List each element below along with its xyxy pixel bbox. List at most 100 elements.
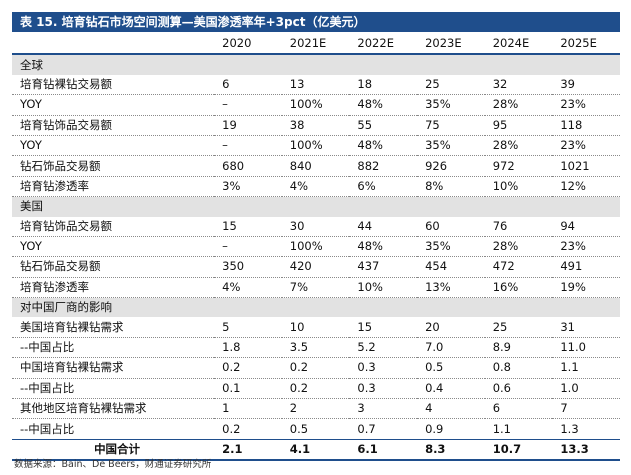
row-label: --中国占比 bbox=[12, 337, 215, 359]
value-cell: 12% bbox=[552, 176, 620, 198]
value-cell: 48% bbox=[349, 135, 418, 157]
value-cell: 0.6 bbox=[484, 378, 553, 400]
value-cell: 100% bbox=[281, 135, 350, 157]
table-row: --中国占比 0.1 0.2 0.3 0.4 0.6 1.0 bbox=[12, 378, 620, 400]
year-header: 2020 bbox=[214, 34, 282, 56]
value-cell: 44 bbox=[349, 216, 418, 237]
value-cell: 0.7 bbox=[349, 418, 418, 440]
value-cell: 13 bbox=[281, 74, 350, 96]
value-cell: 13% bbox=[417, 277, 485, 299]
section-row: 全球 bbox=[12, 54, 620, 75]
value-cell: 1.8 bbox=[214, 337, 282, 359]
year-header: 2022E bbox=[349, 34, 418, 56]
value-cell: 2.1 bbox=[214, 438, 282, 462]
value-cell: 350 bbox=[214, 256, 282, 278]
value-cell: 35% bbox=[417, 94, 485, 116]
value-cell: 0.2 bbox=[281, 357, 350, 379]
value-cell: 10% bbox=[349, 277, 418, 299]
value-cell: 31 bbox=[552, 317, 620, 338]
value-cell: 8.3 bbox=[417, 438, 485, 462]
value-cell: 19 bbox=[214, 115, 282, 136]
value-cell: 10% bbox=[484, 176, 553, 198]
value-cell: 0.2 bbox=[214, 357, 282, 379]
value-cell: 25 bbox=[484, 317, 553, 338]
value-cell: 23% bbox=[552, 135, 620, 157]
value-cell: 28% bbox=[484, 94, 553, 116]
value-cell: 0.5 bbox=[281, 418, 350, 440]
value-cell: 882 bbox=[349, 155, 418, 177]
value-cell: 20 bbox=[417, 317, 485, 338]
value-cell: 0.3 bbox=[349, 378, 418, 400]
value-cell: 7% bbox=[281, 277, 350, 299]
value-cell: 94 bbox=[552, 216, 620, 237]
value-cell: 7.0 bbox=[417, 337, 485, 359]
table-row: 培育钻渗透率 4% 7% 10% 13% 16% 19% bbox=[12, 277, 620, 299]
value-cell: 420 bbox=[281, 256, 350, 278]
value-cell: 0.8 bbox=[484, 357, 553, 379]
section-label: 美国 bbox=[12, 196, 620, 217]
value-cell: 1 bbox=[214, 398, 282, 420]
value-cell: 0.3 bbox=[349, 357, 418, 379]
header-label-cell bbox=[12, 34, 215, 56]
value-cell: – bbox=[214, 236, 282, 258]
row-label: 钻石饰品交易额 bbox=[12, 155, 215, 177]
value-cell: 4% bbox=[214, 277, 282, 299]
value-cell: 680 bbox=[214, 155, 282, 177]
value-cell: 6.1 bbox=[349, 438, 418, 462]
row-label: 培育钻裸钻交易额 bbox=[12, 74, 215, 96]
value-cell: 28% bbox=[484, 135, 553, 157]
value-cell: 6 bbox=[214, 74, 282, 96]
table-row: 钻石饰品交易额 350 420 437 454 472 491 bbox=[12, 256, 620, 278]
section-label: 对中国厂商的影响 bbox=[12, 297, 620, 318]
total-row: 中国合计 2.1 4.1 6.1 8.3 10.7 13.3 bbox=[12, 438, 620, 462]
value-cell: 840 bbox=[281, 155, 350, 177]
row-label: 钻石饰品交易额 bbox=[12, 256, 215, 278]
value-cell: 75 bbox=[417, 115, 485, 136]
value-cell: – bbox=[214, 135, 282, 157]
row-label: 中国培育钻裸钻需求 bbox=[12, 357, 215, 379]
value-cell: 38 bbox=[281, 115, 350, 136]
header-row: 2020 2021E 2022E 2023E 2024E 2025E bbox=[12, 34, 620, 56]
value-cell: 5.2 bbox=[349, 337, 418, 359]
market-size-table: 2020 2021E 2022E 2023E 2024E 2025E 全球 培育钻… bbox=[12, 34, 620, 462]
row-label: --中国占比 bbox=[12, 378, 215, 400]
value-cell: 2 bbox=[281, 398, 350, 420]
value-cell: 0.5 bbox=[417, 357, 485, 379]
value-cell: 48% bbox=[349, 94, 418, 116]
value-cell: 13.3 bbox=[552, 438, 620, 462]
value-cell: 15 bbox=[349, 317, 418, 338]
value-cell: 972 bbox=[484, 155, 553, 177]
value-cell: 6 bbox=[484, 398, 553, 420]
value-cell: 3% bbox=[214, 176, 282, 198]
value-cell: 19% bbox=[552, 277, 620, 299]
value-cell: 76 bbox=[484, 216, 553, 237]
table-row: 美国培育钻裸钻需求 5 10 15 20 25 31 bbox=[12, 317, 620, 338]
value-cell: 10.7 bbox=[484, 438, 553, 462]
value-cell: 23% bbox=[552, 236, 620, 258]
value-cell: 454 bbox=[417, 256, 485, 278]
value-cell: 1.1 bbox=[552, 357, 620, 379]
value-cell: 35% bbox=[417, 236, 485, 258]
value-cell: 32 bbox=[484, 74, 553, 96]
row-label: 其他地区培育钻裸钻需求 bbox=[12, 398, 215, 420]
value-cell: 0.2 bbox=[281, 378, 350, 400]
value-cell: 100% bbox=[281, 94, 350, 116]
value-cell: 11.0 bbox=[552, 337, 620, 359]
row-label: --中国占比 bbox=[12, 418, 215, 440]
value-cell: 3.5 bbox=[281, 337, 350, 359]
row-label: 美国培育钻裸钻需求 bbox=[12, 317, 215, 338]
table-row: --中国占比 1.8 3.5 5.2 7.0 8.9 11.0 bbox=[12, 337, 620, 359]
table-row: YOY –100% 48% 35% 28% 23% bbox=[12, 135, 620, 157]
year-header: 2025E bbox=[552, 34, 620, 56]
value-cell: 30 bbox=[281, 216, 350, 237]
section-row: 对中国厂商的影响 bbox=[12, 297, 620, 318]
row-label: 培育钻渗透率 bbox=[12, 176, 215, 198]
value-cell: 1.0 bbox=[552, 378, 620, 400]
value-cell: 18 bbox=[349, 74, 418, 96]
value-cell: 8.9 bbox=[484, 337, 553, 359]
year-header: 2021E bbox=[281, 34, 350, 56]
value-cell: 48% bbox=[349, 236, 418, 258]
value-cell: 1021 bbox=[552, 155, 620, 177]
table-row: 钻石饰品交易额 680 840 882 926 972 1021 bbox=[12, 155, 620, 177]
value-cell: 0.9 bbox=[417, 418, 485, 440]
